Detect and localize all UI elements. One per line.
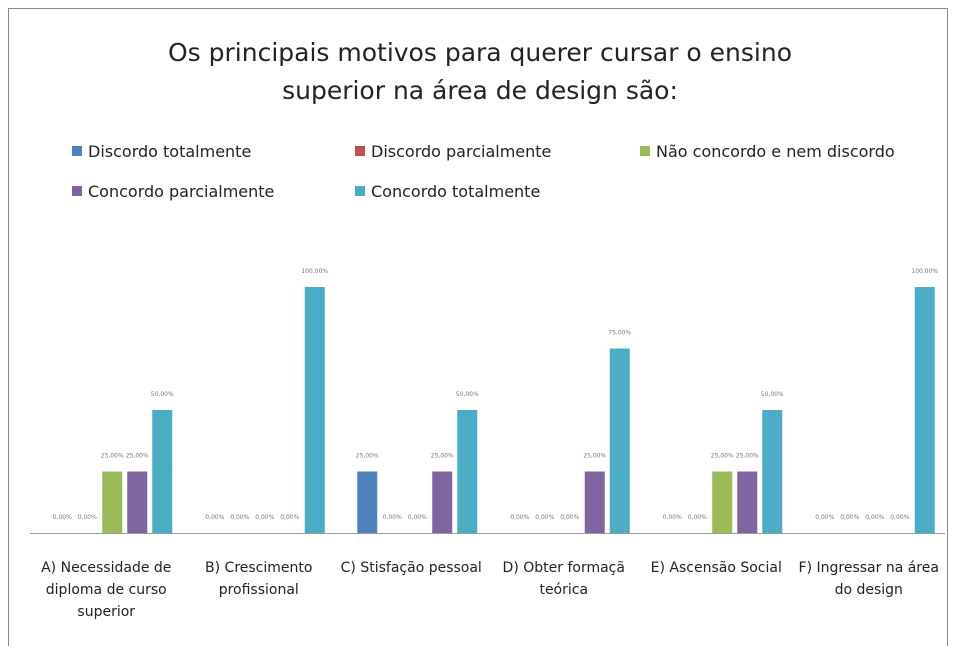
bar bbox=[584, 471, 605, 533]
data-label: 100,00% bbox=[911, 268, 938, 275]
data-label: 0,00% bbox=[280, 514, 299, 521]
legend-swatch bbox=[640, 146, 650, 156]
legend-swatch bbox=[355, 186, 365, 196]
data-label: 0,00% bbox=[688, 514, 707, 521]
legend-label: Discordo totalmente bbox=[88, 142, 252, 161]
data-label: 0,00% bbox=[815, 514, 834, 521]
legend-swatch bbox=[355, 146, 365, 156]
x-tick-label: B) Crescimento profissional bbox=[205, 560, 313, 598]
bar bbox=[712, 471, 733, 533]
bar bbox=[914, 287, 935, 533]
data-label: 25,00% bbox=[711, 453, 734, 460]
data-label: 75,00% bbox=[608, 330, 631, 337]
data-label: 0,00% bbox=[230, 514, 249, 521]
data-label: 0,00% bbox=[408, 514, 427, 521]
chart-title: Os principais motivos para querer cursar… bbox=[167, 38, 793, 105]
bar bbox=[127, 471, 148, 533]
bar bbox=[762, 410, 783, 533]
data-label: 100,00% bbox=[301, 268, 328, 275]
data-label: 0,00% bbox=[663, 514, 682, 521]
bar bbox=[432, 471, 453, 533]
legend-label: Discordo parcialmente bbox=[371, 142, 552, 161]
data-label: 0,00% bbox=[535, 514, 554, 521]
legend-swatch bbox=[72, 146, 82, 156]
data-label: 0,00% bbox=[78, 514, 97, 521]
legend-label: Não concordo e nem discordo bbox=[656, 142, 895, 161]
legend-label: Concordo parcialmente bbox=[88, 182, 275, 201]
x-tick-label: A) Necessidade de diploma de curso super… bbox=[41, 560, 172, 620]
data-label: 0,00% bbox=[890, 514, 909, 521]
legend-entry: Discordo parcialmente bbox=[355, 142, 551, 161]
data-label: 25,00% bbox=[356, 453, 379, 460]
bar bbox=[609, 348, 630, 533]
data-label: 25,00% bbox=[736, 453, 759, 460]
legend-entry: Concordo totalmente bbox=[355, 182, 540, 201]
data-label: 0,00% bbox=[255, 514, 274, 521]
legend-entry: Discordo totalmente bbox=[72, 142, 251, 161]
x-tick-label: C) Stisfação pessoal bbox=[340, 560, 482, 576]
bar bbox=[357, 471, 378, 533]
bar bbox=[457, 410, 478, 533]
legend-swatch bbox=[72, 186, 82, 196]
bar bbox=[102, 471, 123, 533]
data-label: 50,00% bbox=[456, 391, 479, 398]
data-label: 0,00% bbox=[510, 514, 529, 521]
data-label: 0,00% bbox=[53, 514, 72, 521]
data-label: 0,00% bbox=[205, 514, 224, 521]
data-label: 0,00% bbox=[865, 514, 884, 521]
data-label: 0,00% bbox=[840, 514, 859, 521]
legend-entry: Não concordo e nem discordo bbox=[640, 142, 895, 161]
data-label: 25,00% bbox=[101, 453, 124, 460]
bar bbox=[737, 471, 758, 533]
data-label: 50,00% bbox=[151, 391, 174, 398]
data-label: 50,00% bbox=[761, 391, 784, 398]
bar bbox=[304, 287, 325, 533]
bar bbox=[152, 410, 173, 533]
x-tick-label: E) Ascensão Social bbox=[650, 560, 782, 576]
x-tick-label: D) Obter formaçã teórica bbox=[502, 560, 625, 598]
data-label: 0,00% bbox=[383, 514, 402, 521]
data-label: 25,00% bbox=[431, 453, 454, 460]
data-label: 25,00% bbox=[126, 453, 149, 460]
legend-label: Concordo totalmente bbox=[371, 182, 541, 201]
legend-entry: Concordo parcialmente bbox=[72, 182, 274, 201]
data-label: 25,00% bbox=[583, 453, 606, 460]
data-label: 0,00% bbox=[560, 514, 579, 521]
x-tick-label: F) Ingressar na área do design bbox=[798, 560, 939, 598]
chart-frame bbox=[8, 8, 948, 646]
